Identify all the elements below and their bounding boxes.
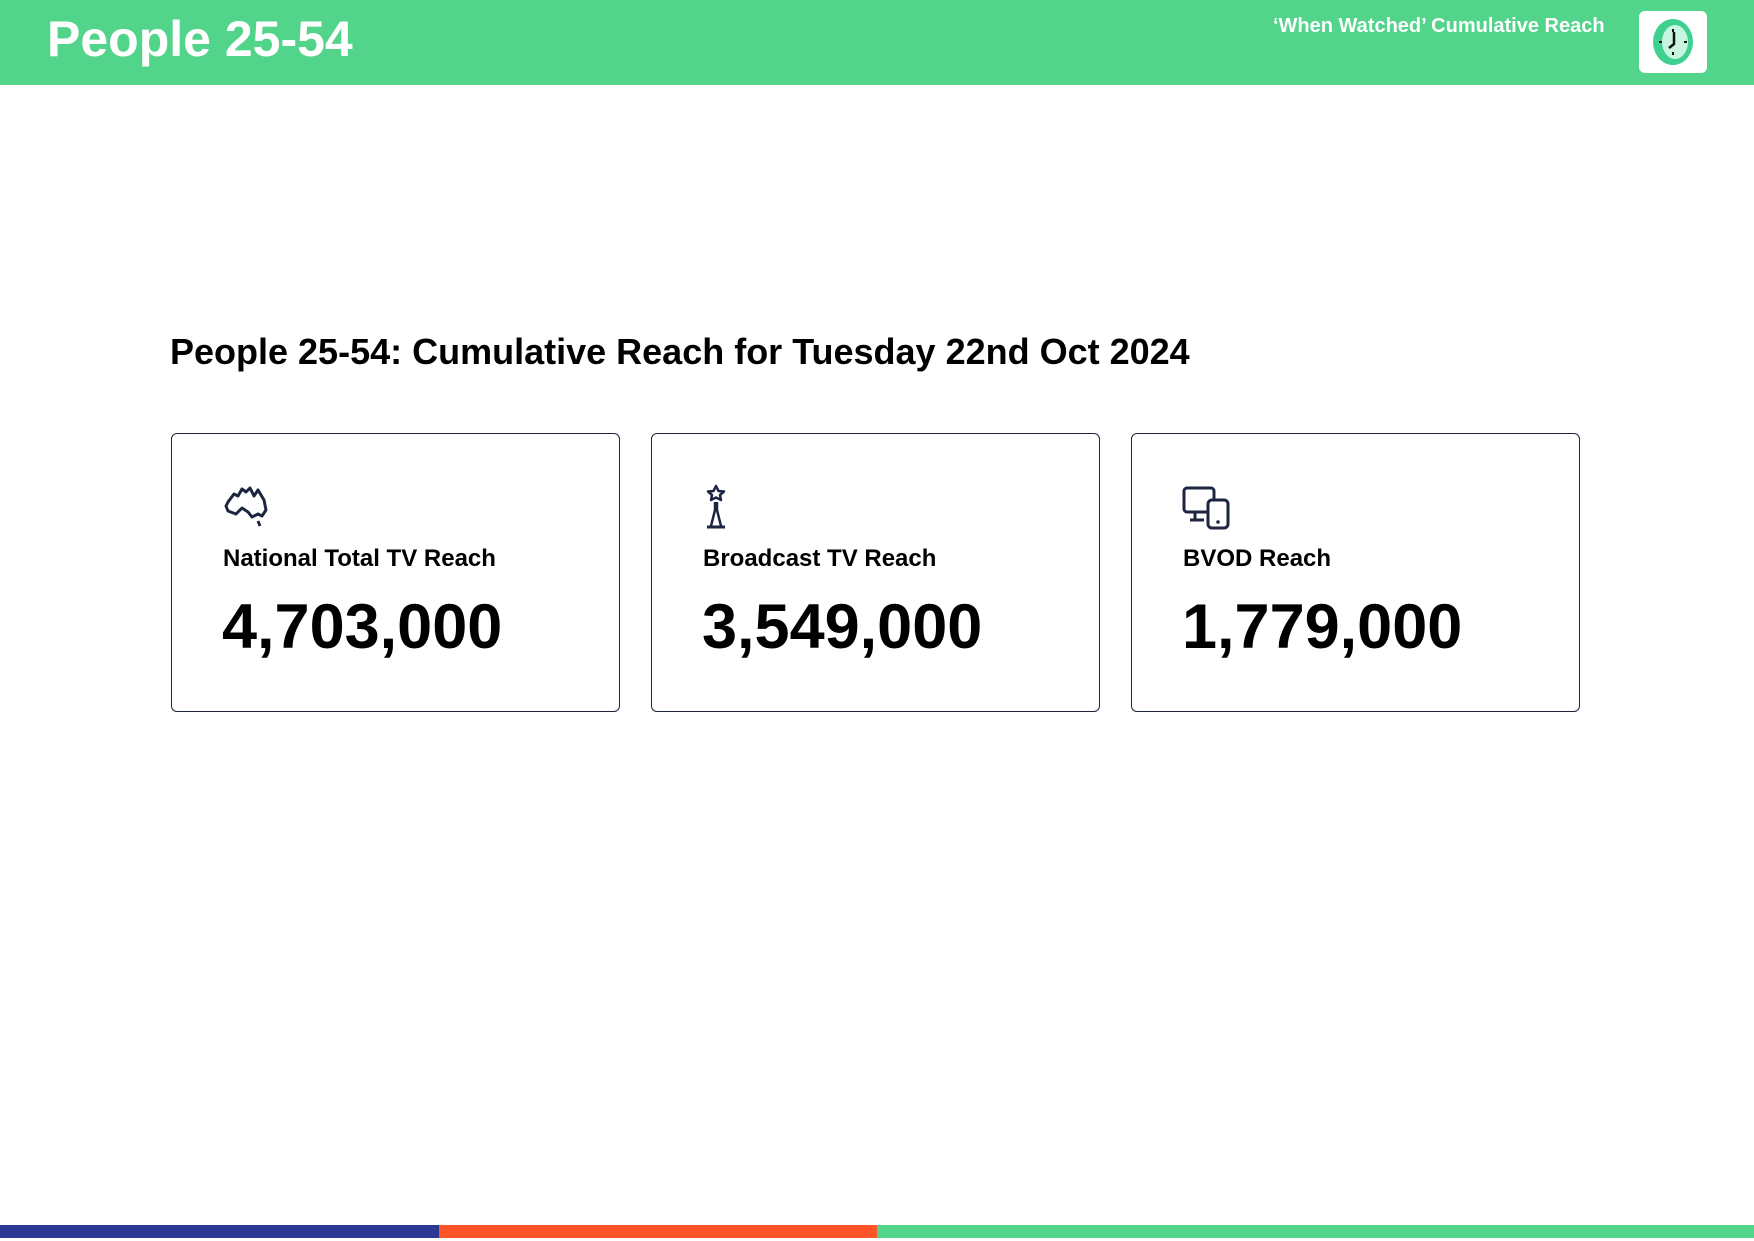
devices-icon: [1182, 486, 1230, 530]
header-bar: People 25-54 ‘When Watched’ Cumulative R…: [0, 0, 1754, 85]
card-value: 4,703,000: [222, 592, 503, 662]
section-heading: People 25-54: Cumulative Reach for Tuesd…: [170, 331, 1190, 372]
header-subtitle: ‘When Watched’ Cumulative Reach: [1273, 15, 1605, 37]
clock-icon: [1639, 11, 1707, 73]
footer-stripe-navy: [0, 1225, 439, 1238]
broadcast-tower-icon: [706, 484, 726, 529]
card-value: 3,549,000: [702, 592, 983, 662]
australia-map-icon: [224, 486, 268, 527]
national-total-tv-reach-card: National Total TV Reach 4,703,000: [171, 433, 620, 712]
card-label: Broadcast TV Reach: [703, 545, 937, 572]
card-value: 1,779,000: [1182, 592, 1463, 662]
page-title: People 25-54: [47, 11, 353, 67]
bvod-reach-card: BVOD Reach 1,779,000: [1131, 433, 1580, 712]
footer-stripe-green: [877, 1225, 1754, 1238]
broadcast-tv-reach-card: Broadcast TV Reach 3,549,000: [651, 433, 1100, 712]
card-label: National Total TV Reach: [223, 545, 496, 572]
card-label: BVOD Reach: [1183, 545, 1332, 572]
footer-stripe-orange: [439, 1225, 877, 1238]
